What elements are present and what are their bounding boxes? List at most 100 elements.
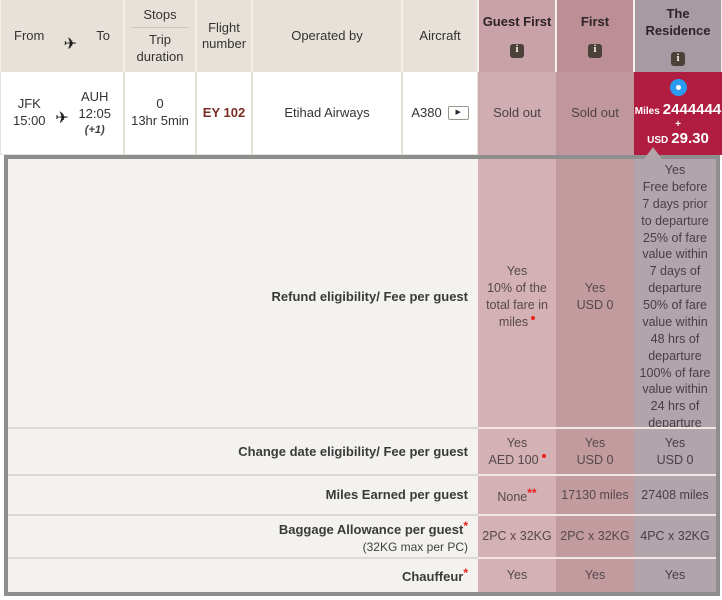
refund-gf-line1: Yes: [506, 264, 528, 279]
first-info-icon[interactable]: i: [588, 43, 602, 58]
flight-number-value: EY 102: [202, 104, 246, 120]
flight-table: From ✈ To Stops Trip duration Flight num…: [0, 0, 722, 155]
refund-first-line2: USD 0: [576, 298, 614, 312]
baggage-row: Baggage Allowance per guest* (32KG max p…: [8, 514, 716, 557]
footnote-ring-icon: [531, 315, 536, 320]
change-date-row: Change date eligibility/ Fee per guest Y…: [8, 427, 716, 474]
guest-first-info-icon[interactable]: i: [510, 43, 524, 58]
duration-value: 13hr 5min: [131, 113, 189, 128]
header-aircraft: Aircraft: [402, 0, 478, 72]
first-availability: Sold out: [571, 105, 619, 121]
aircraft-play-icon[interactable]: ▶: [447, 106, 469, 120]
refund-res-line3: 25% of fare value within 7 days of depar…: [642, 230, 708, 296]
header-from-to: From ✈ To: [0, 0, 124, 72]
change-gf-line2: AED 100: [488, 452, 546, 469]
flight-number-label: Flight number: [201, 19, 247, 51]
refund-first-line1: Yes: [584, 281, 606, 296]
residence-selected-radio[interactable]: [669, 79, 687, 96]
to-code: AUH: [81, 88, 109, 104]
first-availability-cell: Sold out: [556, 72, 634, 155]
change-first-line2: USD 0: [576, 452, 614, 467]
chauffeur-first-cell: Yes: [556, 557, 634, 592]
header-guest-first: Guest First i: [478, 0, 556, 72]
chauffeur-gf-value: Yes: [506, 568, 528, 583]
refund-res-line2: Free before 7 days prior to departure: [641, 179, 709, 228]
amount-value: 29.30: [671, 129, 709, 147]
refund-first-cell: Yes USD 0: [556, 159, 634, 435]
refund-res-line1: Yes: [664, 163, 686, 177]
aircraft-value: A380: [411, 104, 442, 120]
stops-label: Stops: [143, 7, 177, 23]
from-code: JFK: [17, 96, 41, 112]
to-label: To: [96, 27, 110, 43]
header-residence: The Residence i: [634, 0, 722, 72]
aircraft-cell: A380 ▶: [402, 72, 478, 155]
change-residence-cell: Yes USD 0: [634, 427, 716, 474]
baggage-first-value: 2PC x 32KG: [560, 529, 630, 544]
miles-res-value: 27408 miles: [641, 487, 709, 502]
chauffeur-first-value: Yes: [584, 568, 606, 583]
miles-first-cell: 17130 miles: [556, 474, 634, 514]
guest-first-availability: Sold out: [493, 105, 541, 121]
header-flight-number: Flight number: [196, 0, 252, 72]
from-label: From: [14, 27, 45, 43]
baggage-first-cell: 2PC x 32KG: [556, 514, 634, 557]
miles-earned-row: Miles Earned per guest None** 17130 mile…: [8, 474, 716, 514]
change-date-label: Change date eligibility/ Fee per guest: [8, 427, 478, 474]
guest-first-availability-cell: Sold out: [478, 72, 556, 155]
departure-info: JFK 15:00: [13, 96, 46, 130]
chauffeur-label: Chauffeur*: [8, 557, 478, 592]
miles-first-value: 17130 miles: [561, 487, 629, 502]
plane-icon: ✈: [55, 107, 69, 127]
currency-label: USD: [647, 134, 669, 146]
residence-price-cell[interactable]: Miles 2444444 + USD 29.30: [634, 72, 722, 155]
footnote-asterisk: *: [463, 566, 468, 581]
to-time: 12:05: [78, 105, 111, 121]
residence-info-icon[interactable]: i: [671, 51, 685, 66]
stops-value: 0: [156, 96, 164, 112]
operated-by-cell: Etihad Airways: [252, 72, 402, 155]
baggage-residence-cell: 4PC x 32KG: [634, 514, 716, 557]
change-res-line1: Yes: [664, 435, 686, 450]
change-first-line1: Yes: [584, 435, 606, 450]
change-first-cell: Yes USD 0: [556, 427, 634, 474]
change-res-line2: USD 0: [656, 452, 694, 467]
first-label: First: [580, 14, 610, 30]
refund-residence-cell: Yes Free before 7 days prior to departur…: [634, 159, 716, 435]
miles-value: 2444444: [662, 101, 722, 118]
baggage-res-value: 4PC x 32KG: [640, 529, 710, 544]
selected-column-caret: [644, 147, 662, 159]
flight-stops-cell: 0 13hr 5min: [124, 72, 196, 155]
arrival-day-offset: (+1): [84, 123, 105, 136]
miles-residence-cell: 27408 miles: [634, 474, 716, 514]
residence-miles-line: Miles 2444444: [635, 100, 721, 120]
guest-first-label: Guest First: [482, 14, 552, 30]
miles-label: Miles: [634, 106, 660, 117]
plus-sign: +: [675, 118, 681, 130]
baggage-gf-value: 2PC x 32KG: [482, 529, 552, 544]
chauffeur-label-main: Chauffeur*: [401, 566, 468, 585]
flight-number-cell: EY 102: [196, 72, 252, 155]
change-gf-line1: Yes: [506, 435, 528, 450]
flight-from-to-cell: JFK 15:00 ✈ AUH 12:05 (+1): [0, 72, 124, 155]
residence-label: The Residence: [645, 6, 711, 38]
footnote-asterisk: *: [463, 519, 468, 534]
miles-earned-label: Miles Earned per guest: [8, 474, 478, 514]
baggage-guest-first-cell: 2PC x 32KG: [478, 514, 556, 557]
baggage-label-main: Baggage Allowance per guest*: [278, 519, 468, 538]
chauffeur-res-value: Yes: [664, 568, 686, 583]
stops-divider: [131, 27, 189, 29]
miles-guest-first-cell: None**: [478, 474, 556, 514]
residence-usd-line: USD 29.30: [647, 129, 709, 149]
header-first: First i: [556, 0, 634, 72]
refund-label: Refund eligibility/ Fee per guest: [8, 159, 478, 435]
refund-guest-first-cell: Yes 10% of the total fare in miles: [478, 159, 556, 435]
operated-by-label: Operated by: [291, 27, 363, 43]
fare-details-panel: Refund eligibility/ Fee per guest Yes 10…: [4, 147, 720, 596]
arrival-info: AUH 12:05 (+1): [78, 89, 111, 137]
aircraft-label: Aircraft: [419, 27, 461, 43]
header-operated-by: Operated by: [252, 0, 402, 72]
baggage-label: Baggage Allowance per guest* (32KG max p…: [8, 514, 478, 557]
from-time: 15:00: [13, 113, 46, 128]
